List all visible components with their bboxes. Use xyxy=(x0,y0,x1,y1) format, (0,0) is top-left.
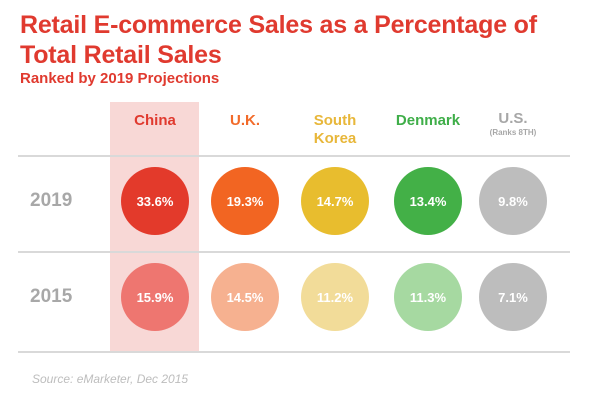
row-label-2019: 2019 xyxy=(30,190,73,211)
value-circle-2015-u-k: 14.5% xyxy=(211,263,279,331)
row-label-2015: 2015 xyxy=(30,286,73,307)
value-circle-2015-china: 15.9% xyxy=(121,263,189,331)
column-header-u-k: U.K. xyxy=(200,112,290,130)
chart-subtitle: Ranked by 2019 Projections xyxy=(20,70,220,87)
value-circle-2019-u-k: 19.3% xyxy=(211,167,279,235)
divider-top xyxy=(18,155,570,157)
value-circle-2019-denmark: 13.4% xyxy=(394,167,462,235)
value-circle-2015-south-korea: 11.2% xyxy=(301,263,369,331)
column-header-label: Denmark xyxy=(395,112,461,129)
value-circle-2019-south-korea: 14.7% xyxy=(301,167,369,235)
divider-bottom xyxy=(18,351,570,353)
value-circle-2015-u-s: 7.1% xyxy=(479,263,547,331)
column-header-label: South Korea xyxy=(313,112,357,147)
column-header-china: China xyxy=(110,112,200,130)
value-circle-2015-denmark: 11.3% xyxy=(394,263,462,331)
column-header-denmark: Denmark xyxy=(383,112,473,130)
source-note: Source: eMarketer, Dec 2015 xyxy=(32,372,189,386)
column-header-label: U.K. xyxy=(230,112,260,129)
column-header-note: (Ranks 8TH) xyxy=(489,128,537,137)
value-circle-2019-u-s: 9.8% xyxy=(479,167,547,235)
divider-middle xyxy=(18,251,570,253)
column-header-u-s: U.S. (Ranks 8TH) xyxy=(468,110,558,138)
chart-title: Retail E-commerce Sales as a Percentage … xyxy=(20,11,537,69)
column-header-south-korea: South Korea xyxy=(305,112,365,148)
value-circle-2019-china: 33.6% xyxy=(121,167,189,235)
column-header-label: China xyxy=(134,112,176,129)
column-header-label: U.S. xyxy=(498,110,528,127)
